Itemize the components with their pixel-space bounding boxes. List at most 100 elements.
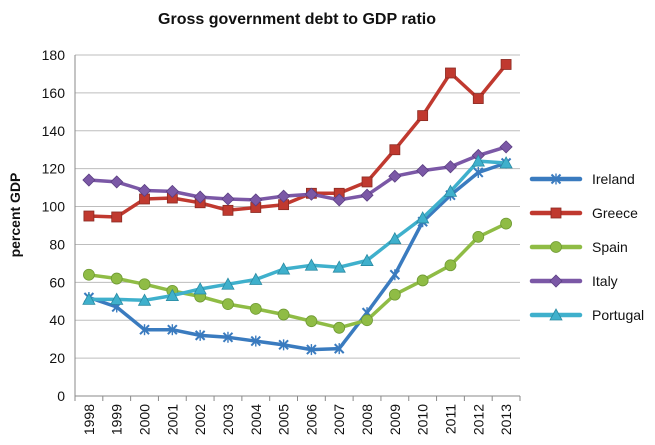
y-tick-120: 120 xyxy=(42,161,66,177)
y-tick-140: 140 xyxy=(42,123,66,139)
point-spain-2012 xyxy=(472,230,485,243)
point-ireland-2004 xyxy=(250,335,261,347)
series-line-greece xyxy=(87,62,508,219)
x-tick-1999: 1999 xyxy=(109,404,125,435)
point-italy-2009 xyxy=(388,169,402,183)
x-tick-2011: 2011 xyxy=(442,404,458,434)
point-ireland-2005 xyxy=(278,339,289,351)
point-italy-2000 xyxy=(137,183,152,198)
series-line-ireland xyxy=(87,161,508,352)
axes xyxy=(74,55,521,401)
legend-item-portugal: Portugal xyxy=(529,307,644,323)
point-portugal-2003 xyxy=(221,277,235,290)
point-italy-2002 xyxy=(193,190,207,204)
legend-marker-italy xyxy=(549,274,563,288)
point-italy-2010 xyxy=(416,163,430,178)
x-tick-2009: 2009 xyxy=(387,404,403,435)
point-portugal-2001 xyxy=(165,288,180,301)
point-spain-2007 xyxy=(333,321,346,334)
gridlines xyxy=(75,54,520,359)
y-tick-100: 100 xyxy=(42,199,66,215)
point-spain-2010 xyxy=(416,274,429,287)
legend-item-spain: Spain xyxy=(529,239,628,255)
point-greece-2008 xyxy=(361,176,373,188)
series-line-spain xyxy=(87,221,508,330)
x-tick-1998: 1998 xyxy=(81,404,97,435)
point-greece-2012 xyxy=(472,93,484,104)
y-tick-80: 80 xyxy=(49,236,65,252)
x-tick-2012: 2012 xyxy=(470,404,486,435)
point-portugal-2012 xyxy=(471,154,485,167)
series-portugal xyxy=(82,154,513,306)
x-tick-2000: 2000 xyxy=(137,404,153,435)
point-spain-2008 xyxy=(361,314,373,327)
legend-item-ireland: Ireland xyxy=(529,171,635,187)
legend-item-greece: Greece xyxy=(529,205,638,221)
point-italy-2011 xyxy=(443,160,458,174)
series-group xyxy=(82,59,513,356)
x-tick-2005: 2005 xyxy=(276,404,292,435)
point-greece-2011 xyxy=(445,67,456,79)
series-ireland xyxy=(83,157,512,356)
point-spain-2004 xyxy=(249,302,262,315)
legend-marker-greece xyxy=(550,207,562,219)
x-tick-2010: 2010 xyxy=(415,404,431,435)
point-ireland-2003 xyxy=(222,331,234,343)
legend-item-italy: Italy xyxy=(529,273,618,289)
y-tick-40: 40 xyxy=(49,312,65,328)
point-ireland-2012 xyxy=(473,166,484,178)
point-spain-1998 xyxy=(83,268,95,281)
x-tick-labels: 1998 1999 2000 2001 2002 2003 2004 2005 2006 2007… xyxy=(81,404,514,435)
y-tick-20: 20 xyxy=(49,350,65,366)
point-ireland-2009 xyxy=(389,269,401,281)
point-portugal-2000 xyxy=(137,293,152,306)
point-italy-1999 xyxy=(110,175,124,189)
x-tick-2001: 2001 xyxy=(164,404,180,435)
point-spain-2003 xyxy=(222,298,234,311)
point-portugal-2006 xyxy=(304,258,319,271)
point-portugal-2011 xyxy=(443,184,458,197)
series-spain xyxy=(83,217,512,334)
point-spain-2005 xyxy=(277,308,290,321)
series-line-italy xyxy=(87,145,508,202)
legend-marker-ireland xyxy=(550,173,562,185)
point-spain-2011 xyxy=(444,259,457,272)
point-greece-2013 xyxy=(500,59,512,70)
y-tick-60: 60 xyxy=(49,274,65,290)
point-ireland-2002 xyxy=(194,329,206,341)
point-italy-2004 xyxy=(249,193,263,207)
x-tick-2008: 2008 xyxy=(359,404,375,435)
point-portugal-2008 xyxy=(360,253,374,266)
x-tick-2007: 2007 xyxy=(331,404,347,435)
point-portugal-2010 xyxy=(415,211,430,224)
series-greece xyxy=(83,59,512,223)
y-axis-label: percent GDP xyxy=(7,173,23,258)
point-ireland-2001 xyxy=(167,324,178,336)
x-tick-2006: 2006 xyxy=(303,404,319,435)
series-italy xyxy=(82,140,513,207)
point-portugal-2013 xyxy=(499,156,513,169)
y-tick-0: 0 xyxy=(57,388,65,404)
x-tick-2003: 2003 xyxy=(220,404,236,435)
point-italy-2007 xyxy=(332,193,346,207)
point-greece-1999 xyxy=(111,211,123,223)
point-spain-2013 xyxy=(500,217,512,230)
legend-label-spain: Spain xyxy=(592,239,628,255)
point-portugal-2004 xyxy=(249,272,263,285)
point-portugal-1998 xyxy=(82,292,96,305)
point-portugal-1999 xyxy=(110,292,124,305)
y-tick-160: 160 xyxy=(42,85,66,101)
point-italy-2005 xyxy=(277,189,291,203)
y-tick-labels: 0 20 40 60 80 100 120 140 160 180 xyxy=(42,47,66,404)
point-italy-2013 xyxy=(499,140,513,154)
point-italy-2003 xyxy=(221,192,235,206)
point-greece-2009 xyxy=(389,144,401,156)
point-italy-2006 xyxy=(304,187,318,201)
legend-label-ireland: Ireland xyxy=(592,171,635,187)
legend-marker-spain xyxy=(550,241,562,253)
point-greece-1998 xyxy=(83,210,95,222)
legend-label-portugal: Portugal xyxy=(592,307,644,323)
chart-title: Gross government debt to GDP ratio xyxy=(158,11,436,28)
x-tick-2002: 2002 xyxy=(192,404,208,435)
